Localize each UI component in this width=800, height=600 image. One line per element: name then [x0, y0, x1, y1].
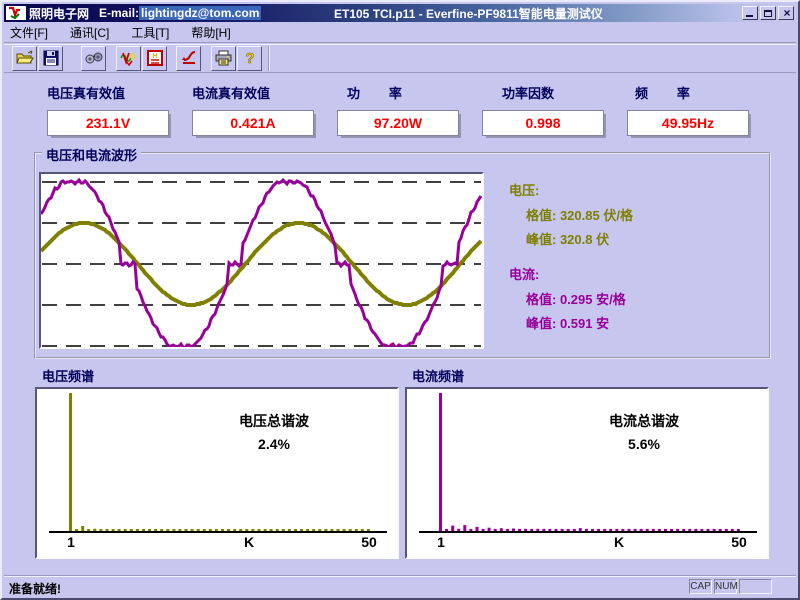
current-tick-k: K — [613, 534, 625, 550]
save-floppy-icon — [43, 50, 58, 66]
print-button[interactable] — [211, 45, 236, 71]
svg-text:H: H — [152, 53, 157, 60]
voltage-spectrum-panel: 电压总谐波 2.4% 1 K 50 — [35, 387, 399, 559]
toolbar-separator — [268, 45, 270, 71]
voltage-thd-title: 电压总谐波 — [239, 413, 309, 429]
maximize-button[interactable] — [760, 6, 776, 20]
close-button[interactable]: × — [778, 6, 794, 20]
power-factor-label: 功率因数 — [502, 86, 555, 101]
voltage-rms-label: 电压真有效值 — [47, 86, 126, 101]
window-title: ET105 TCI.p11 - Everfine-PF9811智能电量测试仪 — [334, 6, 603, 21]
waveform-plot — [39, 172, 484, 351]
menu-comm[interactable]: 通讯[C] — [70, 25, 110, 40]
menu-bar: 文件[F] 通讯[C] 工具[T] 帮助[H] — [4, 22, 796, 43]
measure-button[interactable] — [176, 45, 201, 71]
current-rms-value: 0.421A — [192, 110, 314, 136]
num-lock-indicator: NUM — [714, 579, 738, 594]
current-info-heading: 电流: — [509, 267, 540, 282]
menu-file[interactable]: 文件[F] — [10, 25, 48, 40]
current-spectrum-chart — [419, 393, 757, 533]
voltage-thd-value: 2.4% — [258, 436, 290, 452]
toolbar: H ? — [4, 44, 796, 73]
scroll-indicator-empty — [739, 579, 772, 594]
voltage-spectrum-label: 电压频谱 — [42, 369, 95, 384]
current-spectrum-panel: 电流总谐波 5.6% 1 K 50 — [405, 387, 769, 559]
waveform-view-button[interactable] — [116, 45, 141, 71]
waveform-icon — [119, 51, 137, 66]
voltage-tick-k: K — [243, 534, 255, 550]
app-logo-icon — [6, 6, 26, 20]
voltage-rms-value: 231.1V — [47, 110, 169, 136]
menu-tools[interactable]: 工具[T] — [131, 25, 170, 40]
minimize-button[interactable] — [742, 6, 758, 20]
help-button[interactable]: ? — [237, 45, 262, 71]
status-bar: 准备就绪! CAP NUM — [4, 575, 796, 596]
voltage-info-heading: 电压: — [509, 183, 540, 198]
voltage-tick-50: 50 — [361, 534, 377, 550]
current-thd-value: 5.6% — [628, 436, 660, 452]
comm-settings-button[interactable] — [81, 45, 106, 71]
title-bar: 照明电子网 E-mail: lightingdz@tom.com ET105 T… — [4, 4, 796, 22]
power-label: 功 率 — [347, 86, 402, 101]
voltage-grid-value: 格值: 320.85 伏/格 — [526, 208, 633, 223]
current-spectrum-label: 电流频谱 — [412, 369, 465, 384]
current-tick-1: 1 — [437, 534, 445, 550]
email-address: lightingdz@tom.com — [139, 6, 262, 20]
voltage-spectrum-chart — [49, 393, 387, 533]
minimize-icon — [746, 15, 753, 17]
power-value: 97.20W — [337, 110, 459, 136]
voltage-peak-value: 峰值: 320.8 伏 — [526, 232, 610, 247]
measure-trend-icon — [181, 51, 195, 64]
current-thd-title: 电流总谐波 — [609, 413, 679, 429]
printer-icon — [215, 50, 232, 66]
current-rms-label: 电流真有效值 — [192, 86, 271, 101]
frequency-value: 49.95Hz — [627, 110, 749, 136]
current-peak-value: 峰值: 0.591 安 — [526, 316, 610, 331]
waveform-groupbox — [34, 152, 771, 359]
power-factor-value: 0.998 — [482, 110, 604, 136]
waveform-groupbox-title: 电压和电流波形 — [42, 145, 142, 164]
caps-lock-indicator: CAP — [689, 579, 712, 594]
close-icon: × — [783, 6, 791, 20]
svg-text:?: ? — [245, 50, 254, 66]
window-controls: × — [742, 6, 794, 20]
save-button[interactable] — [38, 45, 63, 71]
open-button[interactable] — [12, 45, 37, 71]
open-folder-icon — [15, 50, 34, 64]
status-message: 准备就绪! — [9, 582, 61, 596]
brand-title: 照明电子网 — [29, 6, 90, 21]
maximize-icon — [764, 10, 772, 17]
waveform-chart — [39, 177, 483, 351]
harmonics-table-icon: H — [146, 50, 163, 66]
email-label: E-mail: — [99, 6, 140, 20]
current-grid-value: 格值: 0.295 安/格 — [526, 292, 626, 307]
harmonics-table-button[interactable]: H — [142, 45, 167, 71]
current-tick-50: 50 — [731, 534, 747, 550]
voltage-tick-1: 1 — [67, 534, 75, 550]
frequency-label: 频 率 — [635, 86, 690, 101]
menu-help[interactable]: 帮助[H] — [191, 25, 231, 40]
binoculars-icon — [85, 52, 102, 64]
help-icon: ? — [245, 50, 255, 66]
